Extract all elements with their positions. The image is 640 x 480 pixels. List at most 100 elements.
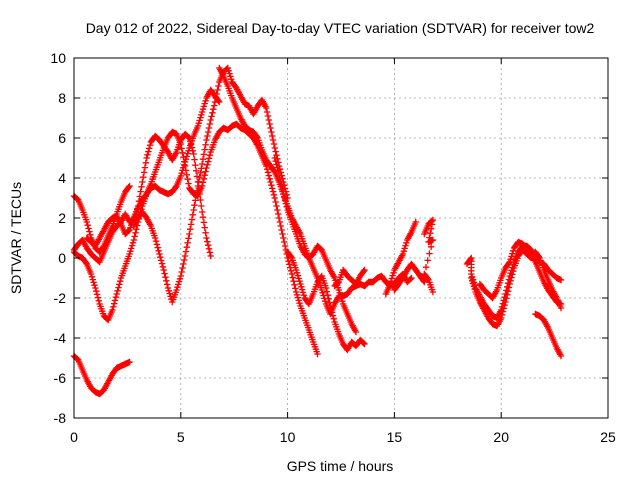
data-point (185, 180, 192, 187)
data-point (263, 104, 270, 112)
data-point (131, 233, 138, 240)
data-point (277, 178, 284, 186)
data-point (175, 278, 183, 285)
data-point (192, 197, 199, 204)
data-point (299, 289, 307, 296)
data-point (295, 297, 302, 304)
data-point (280, 234, 287, 242)
data-point (198, 160, 206, 168)
data-point (178, 145, 185, 152)
data-point (429, 288, 437, 296)
data-point (294, 294, 302, 301)
data-point (89, 276, 96, 283)
data-point (205, 124, 213, 132)
data-point (115, 284, 122, 291)
data-point (276, 218, 284, 226)
y-tick-label: 8 (58, 90, 66, 106)
data-point (281, 197, 289, 204)
x-tick-label: 0 (70, 429, 78, 445)
data-point (269, 136, 277, 144)
data-point (500, 305, 507, 312)
data-point (197, 114, 204, 121)
data-point (271, 144, 278, 152)
data-point (159, 263, 167, 270)
data-point (164, 284, 172, 292)
data-point (95, 297, 102, 304)
data-point (140, 174, 147, 181)
data-point (185, 235, 192, 242)
data-point (153, 241, 161, 248)
data-point (204, 132, 211, 140)
data-point (269, 185, 276, 192)
data-point (210, 102, 218, 109)
data-point (352, 328, 360, 336)
data-point (279, 230, 286, 238)
data-point (185, 147, 192, 154)
data-point (224, 64, 231, 72)
data-point (267, 178, 274, 186)
chart-title: Day 012 of 2022, Sidereal Day-to-day VTE… (86, 20, 595, 36)
data-point (177, 272, 184, 280)
data-point (157, 254, 164, 261)
data-point (185, 134, 192, 141)
data-point (287, 267, 295, 274)
data-point (361, 340, 368, 348)
data-point (294, 272, 302, 279)
data-point (325, 295, 332, 302)
data-point (142, 159, 149, 166)
data-point (194, 122, 202, 130)
data-point (327, 306, 335, 313)
data-point (132, 229, 139, 236)
data-point (192, 162, 199, 169)
data-point (330, 315, 337, 322)
data-point (272, 198, 279, 206)
data-point (210, 106, 217, 113)
series-arc-01 (70, 182, 133, 256)
data-point (204, 158, 212, 165)
data-point (86, 228, 93, 235)
series-arc-12 (421, 216, 437, 296)
data-point (191, 202, 198, 209)
data-point (198, 108, 206, 116)
data-point (158, 260, 166, 267)
data-point (87, 231, 94, 238)
data-point (126, 358, 133, 366)
data-point (212, 94, 220, 102)
data-point (509, 271, 516, 278)
data-point (199, 106, 207, 113)
data-point (213, 90, 220, 98)
data-point (335, 286, 343, 294)
data-point (293, 269, 301, 276)
data-point (155, 247, 162, 254)
data-point (322, 284, 330, 292)
data-point (498, 311, 506, 318)
data-point (152, 238, 160, 245)
x-tick-label: 25 (600, 429, 616, 445)
data-point (422, 264, 430, 271)
data-point (197, 169, 204, 176)
data-point (109, 306, 116, 314)
data-point (318, 286, 325, 294)
data-point (145, 145, 153, 152)
data-point (278, 182, 285, 190)
data-point (177, 172, 184, 180)
data-point (300, 292, 308, 299)
data-point (271, 194, 278, 202)
data-point (387, 278, 395, 285)
series-arc-17 (70, 352, 133, 398)
data-point (504, 288, 512, 295)
data-point (94, 294, 102, 301)
data-point (424, 275, 431, 282)
data-point (505, 260, 513, 267)
series-arc-08 (284, 248, 368, 354)
data-point (203, 136, 210, 144)
x-tick-label: 20 (493, 429, 509, 445)
data-point (408, 274, 415, 282)
series-arc-04 (83, 120, 321, 358)
data-point (327, 302, 334, 310)
y-tick-labels: -8 -6 -4 -2 0 2 4 6 8 10 (50, 50, 66, 426)
data-point (191, 156, 198, 163)
data-point (278, 226, 285, 234)
data-point (338, 295, 345, 302)
data-point (263, 166, 271, 173)
